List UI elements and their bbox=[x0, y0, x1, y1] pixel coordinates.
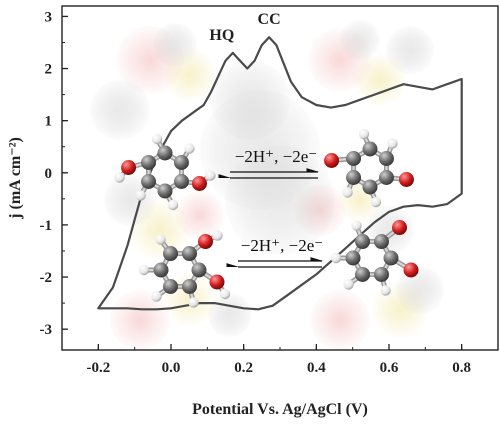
x-tick-label: 0.0 bbox=[162, 360, 181, 376]
framework-blob bbox=[396, 266, 444, 314]
carbon-atom bbox=[182, 246, 197, 262]
carbon-atom bbox=[346, 170, 362, 185]
framework-blob bbox=[310, 290, 370, 350]
carbon-atom bbox=[173, 155, 189, 170]
hydrogen-atom bbox=[343, 279, 354, 290]
carbon-atom bbox=[153, 262, 169, 278]
carbon-atom bbox=[346, 151, 362, 166]
oxygen-atom bbox=[324, 153, 340, 168]
hydrogen-atom bbox=[138, 264, 150, 276]
carbon-atom bbox=[163, 246, 178, 262]
hydrogen-atom bbox=[212, 230, 223, 241]
framework-blob bbox=[110, 290, 170, 350]
framework-blob bbox=[90, 80, 150, 140]
framework-blob bbox=[130, 200, 190, 260]
x-axis-title: Potential Vs. Ag/AgCl (V) bbox=[192, 401, 368, 418]
carbon-atom bbox=[362, 179, 378, 195]
carbon-atom bbox=[173, 174, 189, 189]
hydroquinone-molecule bbox=[114, 133, 216, 211]
oxygen-atom bbox=[392, 220, 407, 236]
carbon-atom bbox=[157, 183, 173, 199]
hydrogen-atom bbox=[358, 128, 370, 140]
reaction-label-hq: −2H⁺, −2e⁻ bbox=[235, 147, 317, 166]
reaction-arrow-cc bbox=[226, 257, 324, 268]
hydrogen-atom bbox=[351, 220, 362, 231]
carbon-atom bbox=[374, 266, 389, 282]
y-axis: -3 -2 -1 0 1 2 3 bbox=[40, 9, 68, 338]
carbon-atom bbox=[355, 266, 370, 282]
carbon-atom bbox=[191, 262, 207, 278]
carbon-atom bbox=[362, 141, 378, 157]
x-tick-label: 0.6 bbox=[380, 360, 399, 376]
y-tick-label: -2 bbox=[40, 270, 53, 286]
hydrogen-atom bbox=[188, 297, 199, 308]
x-tick-label: 0.2 bbox=[234, 360, 253, 376]
y-tick-label: 0 bbox=[45, 166, 53, 182]
hydrogen-atom bbox=[167, 199, 179, 211]
carbon-atom bbox=[378, 151, 394, 166]
carbon-atom bbox=[182, 278, 197, 294]
reaction-arrow-hq bbox=[218, 168, 320, 179]
carbon-atom bbox=[355, 234, 370, 250]
y-tick-label: 3 bbox=[45, 9, 53, 25]
benzoquinone-molecule bbox=[324, 128, 414, 208]
x-tick-label: 0.8 bbox=[452, 360, 471, 376]
hydrogen-atom bbox=[151, 291, 162, 302]
y-tick-label: -1 bbox=[40, 218, 53, 234]
x-tick-label: 0.4 bbox=[307, 360, 326, 376]
x-tick-label: -0.2 bbox=[86, 360, 110, 376]
framework-blob bbox=[354, 54, 406, 106]
carbon-atom bbox=[374, 234, 389, 250]
oxygen-atom bbox=[198, 234, 213, 250]
hydrogen-atom bbox=[155, 234, 166, 245]
hydrogen-atom bbox=[219, 288, 231, 300]
hydrogen-atom bbox=[151, 133, 163, 145]
hydrogen-atom bbox=[205, 170, 216, 181]
cv-curve bbox=[97, 36, 463, 311]
hydrogen-atom bbox=[135, 190, 146, 201]
oxygen-atom bbox=[403, 262, 419, 278]
framework-blob bbox=[386, 26, 434, 74]
oxygen-atom bbox=[398, 172, 414, 187]
framework-blob bbox=[340, 20, 380, 60]
y-tick-label: 1 bbox=[45, 114, 53, 130]
carbon-atom bbox=[163, 278, 178, 294]
hydrogen-atom bbox=[184, 143, 195, 154]
hydrogen-atom bbox=[387, 138, 398, 149]
carbon-atom bbox=[141, 174, 157, 189]
x-axis: -0.2 0.0 0.2 0.4 0.6 0.8 bbox=[61, 344, 499, 376]
o-quinone-molecule bbox=[330, 220, 419, 296]
reaction-label-cc: −2H⁺, −2e⁻ bbox=[241, 236, 323, 255]
peak-label-hq: HQ bbox=[209, 27, 234, 44]
y-tick-label: 2 bbox=[45, 62, 53, 78]
peak-label-cc: CC bbox=[258, 11, 281, 28]
framework-blob bbox=[176, 191, 224, 239]
molecular-framework-background bbox=[90, 20, 444, 350]
y-axis-title: j (mA cm⁻²) bbox=[7, 137, 24, 220]
framework-blob bbox=[153, 23, 197, 67]
carbon-atom bbox=[378, 170, 394, 185]
carbon-atom bbox=[345, 250, 361, 266]
framework-blob bbox=[210, 60, 290, 140]
hydrogen-atom bbox=[380, 285, 391, 296]
hydrogen-atom bbox=[114, 172, 125, 183]
hydrogen-atom bbox=[342, 187, 353, 198]
hydrogen-atom bbox=[330, 252, 342, 264]
carbon-atom bbox=[141, 155, 157, 170]
oxygen-atom bbox=[209, 274, 225, 290]
hydrogen-atom bbox=[370, 196, 382, 208]
y-tick-label: -3 bbox=[40, 322, 53, 338]
catechol-molecule bbox=[138, 230, 231, 308]
carbon-atom bbox=[383, 250, 399, 266]
framework-blob bbox=[208, 293, 252, 337]
oxygen-atom bbox=[191, 176, 207, 191]
oxygen-atom bbox=[121, 160, 137, 175]
carbon-atom bbox=[157, 145, 173, 161]
